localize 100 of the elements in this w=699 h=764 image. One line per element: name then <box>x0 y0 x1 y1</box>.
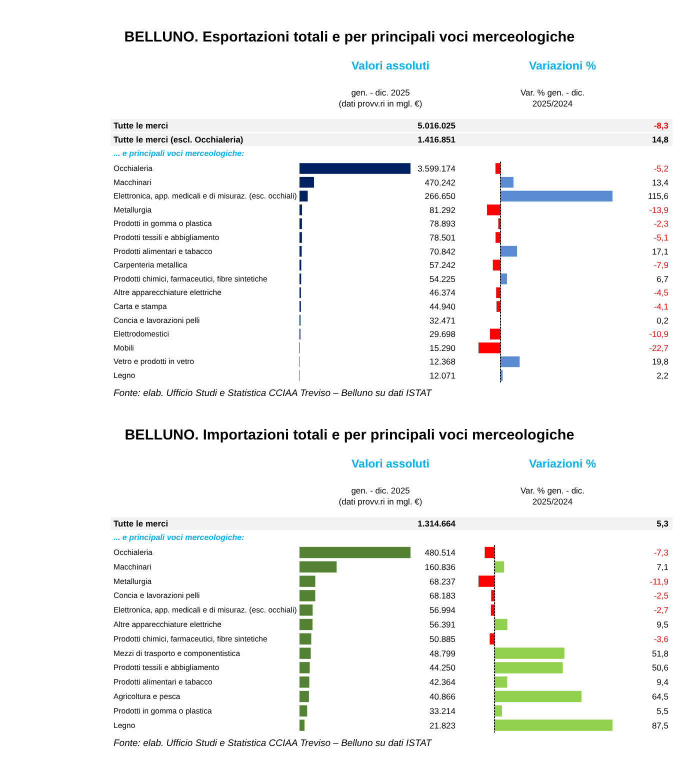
data-label: -13,9 <box>649 204 669 215</box>
bar <box>494 648 564 659</box>
bar <box>300 190 308 202</box>
chart-title: BELLUNO. Esportazioni totali e per principali voci merceologiche <box>124 30 575 46</box>
bar <box>500 190 612 202</box>
chart-subtitle: Valori assoluti <box>352 458 430 470</box>
data-label: 3.599.174 <box>418 164 456 174</box>
data-label: 54.225 <box>430 274 456 284</box>
data-label: 17,1 <box>652 246 669 256</box>
bar <box>300 618 313 630</box>
bar <box>492 260 500 270</box>
data-label: 32.471 <box>430 315 456 326</box>
data-label: -2,3 <box>654 218 669 229</box>
data-label: 81.292 <box>430 204 456 215</box>
bar <box>300 604 313 616</box>
bar <box>300 590 316 602</box>
bar <box>300 705 308 717</box>
bar <box>487 204 500 216</box>
data-label: -7,9 <box>654 260 669 270</box>
data-label: 115,6 <box>648 191 669 202</box>
data-label: -2,7 <box>654 605 669 616</box>
bar <box>300 676 310 688</box>
source-note: Fonte: elab. Ufficio Studi e Statistica CCIAA Treviso – Belluno su dati ISTAT <box>114 738 433 750</box>
text: 14,8 <box>652 134 669 144</box>
bar <box>495 163 500 174</box>
text: Tutte le merci (escl. Occhialeria) <box>114 134 244 144</box>
bar <box>300 662 310 674</box>
data-label: 12.368 <box>430 356 456 367</box>
data-label: 50.885 <box>430 634 456 644</box>
bar <box>300 176 314 188</box>
text: Tutte le merci <box>114 120 168 130</box>
bar <box>300 648 311 659</box>
bar <box>496 232 500 243</box>
data-label: 9,5 <box>656 620 669 630</box>
text: 1.416.851 <box>418 134 456 144</box>
data-label: -2,5 <box>654 590 669 601</box>
data-label: 7,1 <box>656 562 669 572</box>
text: Var. % gen. - dic. <box>520 88 585 98</box>
text: 2025/2024 <box>532 496 573 506</box>
text: Tutte le merci <box>114 518 168 528</box>
chart-subtitle: Variazioni % <box>528 60 596 72</box>
bar <box>478 342 500 354</box>
text: gen. - dic. 2025 <box>351 486 410 496</box>
data-label: 13,4 <box>652 177 669 188</box>
data-label: 0,2 <box>656 315 669 326</box>
data-label: 78.893 <box>430 218 456 229</box>
chart-title: BELLUNO. Importazioni totali e per principali voci merceologiche <box>124 428 574 444</box>
data-label: -3,6 <box>654 634 669 644</box>
bar <box>490 633 495 645</box>
text: (dati provv.ri in mgl. €) <box>338 98 422 108</box>
text: 5.016.025 <box>418 120 456 130</box>
data-label: 33.214 <box>430 706 456 716</box>
bar <box>484 546 495 558</box>
data-label: 2,2 <box>656 370 669 380</box>
data-label: 42.364 <box>430 677 456 688</box>
text: (dati provv.ri in mgl. €) <box>338 496 422 506</box>
bar <box>490 328 500 340</box>
data-label: 57.242 <box>430 260 456 270</box>
data-label: -22,7 <box>649 342 669 353</box>
data-label: -11,9 <box>650 576 669 586</box>
bar <box>494 561 504 573</box>
bar <box>500 356 520 368</box>
data-label: 480.514 <box>424 548 456 558</box>
text: 1.314.664 <box>418 518 456 528</box>
data-label: 70.842 <box>430 246 456 256</box>
data-label: 68.237 <box>430 576 456 586</box>
data-label: 87,5 <box>652 720 669 730</box>
bar <box>494 676 508 688</box>
data-label: 56.994 <box>430 605 456 616</box>
data-label: -4,1 <box>654 302 669 312</box>
data-label: 9,4 <box>656 677 669 688</box>
bar <box>500 246 518 257</box>
data-label: 29.698 <box>430 329 456 340</box>
data-label: 56.391 <box>430 620 456 630</box>
data-label: 46.374 <box>430 288 456 298</box>
bar <box>300 720 305 731</box>
data-label: 5,5 <box>656 706 669 716</box>
data-label: -5,2 <box>654 164 669 174</box>
bar <box>491 590 495 602</box>
bar <box>300 204 302 216</box>
text: gen. - dic. 2025 <box>351 88 410 98</box>
data-label: 266.650 <box>424 191 456 202</box>
bar <box>300 690 309 702</box>
data-label: 470.242 <box>424 177 456 188</box>
data-label: 50,6 <box>652 662 669 673</box>
data-label: 44.250 <box>430 662 456 673</box>
data-label: 40.866 <box>430 692 456 702</box>
bar <box>300 561 337 573</box>
bar <box>500 176 514 188</box>
source-note: Fonte: elab. Ufficio Studi e Statistica CCIAA Treviso – Belluno su dati ISTAT <box>114 388 433 399</box>
data-label: 19,8 <box>652 356 669 367</box>
chart-subtitle: Valori assoluti <box>352 60 430 72</box>
text: 2025/2024 <box>532 98 573 108</box>
data-label: -10,9 <box>649 329 669 340</box>
data-label: -7,3 <box>654 548 669 558</box>
data-label: 48.799 <box>430 648 456 658</box>
text: Var. % gen. - dic. <box>520 486 585 496</box>
bar <box>496 301 500 312</box>
data-label: 64,5 <box>652 692 669 702</box>
data-label: 21.823 <box>430 720 456 730</box>
